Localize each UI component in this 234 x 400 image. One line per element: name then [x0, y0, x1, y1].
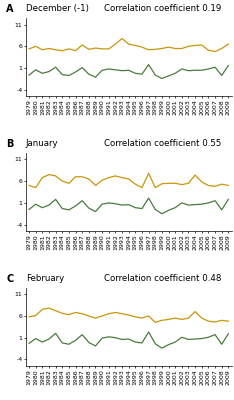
Text: C: C: [6, 274, 13, 284]
Text: A: A: [6, 4, 14, 14]
Text: February: February: [26, 274, 64, 282]
Text: January: January: [26, 139, 58, 148]
Text: December (-1): December (-1): [26, 4, 89, 13]
Text: Correlation coefficient 0.19: Correlation coefficient 0.19: [104, 4, 221, 13]
Text: B: B: [6, 139, 14, 149]
Text: Correlation coefficient 0.48: Correlation coefficient 0.48: [104, 274, 221, 282]
Text: Correlation coefficient 0.55: Correlation coefficient 0.55: [104, 139, 221, 148]
